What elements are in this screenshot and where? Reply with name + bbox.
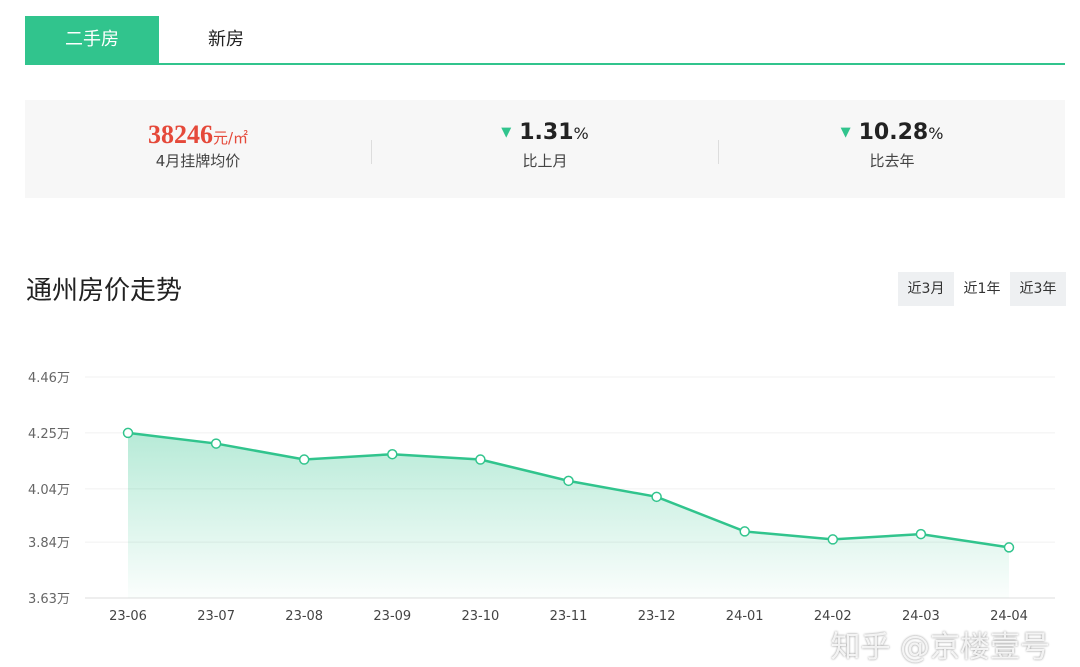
x-tick-label: 23-10 [462,609,500,624]
x-tick-label: 23-07 [197,609,235,624]
yoy-value: 10.28 [858,120,929,145]
stat-yoy: ▼ 10.28% 比去年 [719,100,1065,198]
area-fill [128,432,1009,598]
y-tick-label: 4.25万 [28,427,70,442]
y-tick-label: 4.04万 [28,483,70,498]
x-tick-label: 24-02 [814,609,852,624]
data-point [827,534,839,545]
mom-value: 1.31 [519,120,574,145]
x-tick-label: 24-01 [726,609,764,624]
x-tick-label: 24-04 [990,609,1028,624]
stat-mom: ▼ 1.31% 比上月 [372,100,718,198]
data-point [210,438,222,449]
data-point [475,454,486,465]
yoy-unit: % [928,124,944,143]
y-tick-label: 4.46万 [28,371,70,386]
x-tick-label: 23-11 [550,609,588,624]
range-3-years[interactable]: 近3年 [1010,272,1066,306]
price-unit: 元/㎡ [212,129,249,147]
x-tick-label: 23-12 [638,609,676,624]
x-tick-label: 23-09 [373,609,411,624]
mom-label: 比上月 [522,152,568,170]
down-triangle-icon: ▼ [501,125,512,140]
data-point [563,475,574,487]
yoy-label: 比去年 [869,152,915,170]
stat-avg-price: 38246元/㎡ 4月挂牌均价 [25,100,371,198]
watermark: 知乎 @京楼壹号 [830,630,1050,665]
range-3-months[interactable]: 近3月 [898,272,954,306]
down-triangle-icon: ▼ [840,125,851,140]
data-point [387,448,398,460]
data-point [122,427,134,439]
divider [718,140,719,164]
data-point [651,491,662,503]
data-point [739,526,750,537]
y-tick-label: 3.84万 [28,536,70,551]
y-tick-label: 3.63万 [28,592,70,607]
data-point [1003,542,1015,553]
divider [371,140,372,164]
data-point [298,454,310,465]
tab-second-hand[interactable]: 二手房 [25,16,159,63]
house-type-tabs: 二手房 新房 [25,16,1065,65]
x-tick-label: 23-08 [285,609,323,624]
data-point [915,528,927,540]
price-value: 38246 [147,120,213,149]
x-tick-label: 24-03 [902,609,940,624]
tab-new-house[interactable]: 新房 [208,29,244,50]
stats-panel: 38246元/㎡ 4月挂牌均价 ▼ 1.31% 比上月 ▼ 10.28% 比去年 [25,100,1065,198]
x-tick-label: 23-06 [109,609,147,624]
mom-unit: % [573,124,589,143]
range-1-year[interactable]: 近1年 [954,272,1010,306]
section-title: 通州房价走势 [26,276,183,306]
price-label: 4月挂牌均价 [155,152,241,170]
